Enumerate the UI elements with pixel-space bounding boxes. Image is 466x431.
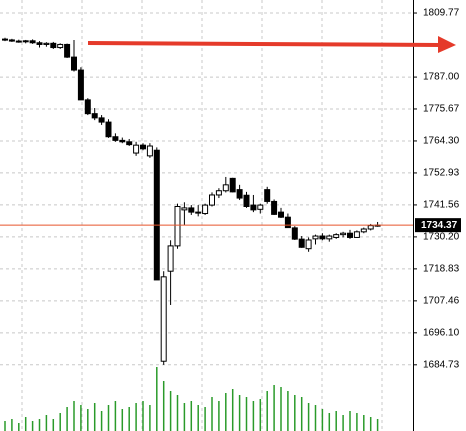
candle-body <box>188 207 195 213</box>
candle-body <box>91 113 98 119</box>
candle-body <box>340 232 347 236</box>
candle-body <box>347 232 353 238</box>
candle-body <box>174 205 181 247</box>
candle-body <box>284 216 291 229</box>
candle-body <box>236 189 243 199</box>
candle-body <box>146 145 153 157</box>
candle-body <box>271 200 278 215</box>
candle-body <box>105 121 112 138</box>
candle-body <box>229 177 236 193</box>
candle-body <box>360 228 367 233</box>
candle-body <box>160 276 167 362</box>
candle-body <box>353 231 360 238</box>
candle-body <box>257 204 264 210</box>
candle-body <box>291 227 298 240</box>
y-tick-label: 1707.46 <box>423 295 460 306</box>
y-tick-label: 1787.00 <box>423 72 460 83</box>
current-price-box <box>415 218 461 233</box>
candle-body <box>153 149 160 281</box>
candle-body <box>264 189 271 202</box>
candle-body <box>326 235 333 240</box>
candle-body <box>195 211 202 214</box>
candle-body <box>57 43 64 49</box>
candle-body <box>98 117 105 123</box>
candle-body <box>43 42 50 45</box>
candle-body <box>181 207 188 211</box>
candle-body <box>333 234 340 238</box>
candle-body <box>222 184 229 192</box>
candle-body <box>319 235 326 240</box>
candle-body <box>84 99 91 115</box>
candle-body <box>140 144 146 150</box>
candle-body <box>77 69 84 101</box>
candle-body <box>305 239 312 250</box>
candle-body <box>202 204 209 215</box>
candle-body <box>15 40 22 43</box>
y-tick-label: 1764.30 <box>423 136 460 147</box>
candle-body <box>243 194 250 207</box>
candle-body <box>112 136 119 141</box>
y-tick-label: 1684.73 <box>423 359 460 370</box>
candle-body <box>126 141 133 146</box>
candle-body <box>36 42 43 45</box>
y-tick-label: 1718.83 <box>423 264 460 275</box>
candle-body <box>133 144 140 154</box>
y-tick-label: 1696.10 <box>423 327 460 338</box>
current-price-label: 1734.37 <box>421 220 458 231</box>
arrow-head <box>438 36 456 53</box>
candle-body <box>215 190 222 196</box>
candle-body <box>29 40 36 44</box>
candle-body <box>50 42 57 49</box>
candle-body <box>64 43 71 58</box>
candle-body <box>209 194 215 206</box>
candle-body <box>22 40 29 43</box>
candle-body <box>8 39 15 42</box>
candle-body <box>278 211 284 218</box>
candle-body <box>119 139 126 143</box>
y-tick-label: 1809.77 <box>423 8 460 19</box>
candle-body <box>71 56 77 71</box>
y-tick-label: 1741.56 <box>423 200 460 211</box>
candle-body <box>312 235 319 240</box>
candle-body <box>367 225 374 230</box>
y-tick-label: 1730.20 <box>423 232 460 243</box>
y-tick-label: 1752.93 <box>423 168 460 179</box>
arrow-shaft <box>87 41 441 47</box>
candle-body <box>167 245 174 272</box>
candle-body <box>2 38 8 41</box>
y-tick-label: 1775.67 <box>423 104 460 115</box>
candle-body <box>250 204 257 211</box>
candle-body <box>298 238 305 248</box>
